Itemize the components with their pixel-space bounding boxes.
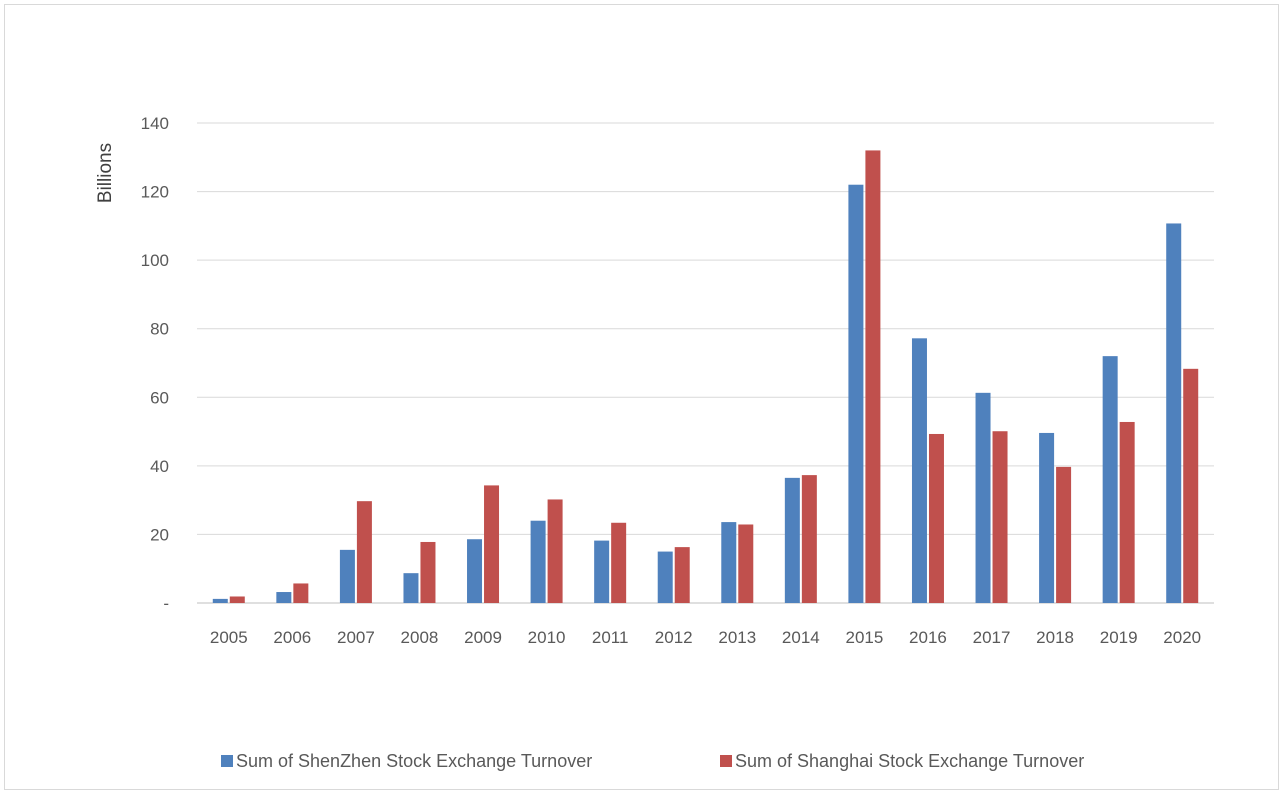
bar-shanghai-2011 [611, 522, 627, 603]
y-tick-label: 140 [141, 114, 169, 133]
bar-shanghai-2010 [547, 499, 563, 603]
bars [212, 150, 1199, 603]
y-tick-label: 20 [150, 525, 169, 544]
bar-shenzhen-2007 [339, 549, 355, 603]
bar-shanghai-2005 [229, 596, 245, 603]
x-tick-label: 2017 [973, 628, 1011, 647]
x-tick-label: 2016 [909, 628, 947, 647]
bar-shenzhen-2017 [975, 392, 991, 603]
x-axis-tick-labels: 2005 2006 2007 2008 2009 2010 2011 2012 2013 2014… [210, 628, 1201, 647]
x-tick-label: 2014 [782, 628, 820, 647]
legend-label: Sum of Shanghai Stock Exchange Turnover [735, 751, 1084, 771]
bar-shenzhen-2006 [276, 592, 292, 603]
bar-shanghai-2006 [293, 583, 309, 603]
x-tick-label: 2020 [1163, 628, 1201, 647]
x-tick-label: 2013 [718, 628, 756, 647]
bar-shenzhen-2016 [911, 338, 927, 603]
bar-shanghai-2015 [865, 150, 881, 603]
legend-label: Sum of ShenZhen Stock Exchange Turnover [236, 751, 592, 771]
x-tick-label: 2011 [592, 628, 629, 647]
x-tick-label: 2006 [273, 628, 311, 647]
x-tick-label: 2009 [464, 628, 502, 647]
y-axis-tick-labels: - 20 40 60 80 100 120 140 [141, 114, 169, 613]
legend: Sum of ShenZhen Stock Exchange Turnover S… [221, 751, 1084, 771]
bar-shenzhen-2018 [1039, 432, 1055, 603]
bar-shenzhen-2012 [657, 551, 673, 603]
x-tick-label: 2007 [337, 628, 375, 647]
bar-shenzhen-2009 [467, 539, 483, 603]
bar-shanghai-2018 [1056, 466, 1072, 603]
bar-shanghai-2019 [1119, 421, 1135, 603]
bar-shenzhen-2011 [594, 540, 610, 603]
x-tick-label: 2018 [1036, 628, 1074, 647]
chart-container: -20 40 60 80 100 120 140 2005 2006 2007 2008 2009 2… [4, 4, 1279, 790]
x-tick-label: 2012 [655, 628, 693, 647]
y-tick-label: - [163, 594, 169, 613]
y-axis-title: Billions [95, 143, 116, 203]
bar-shanghai-2009 [484, 485, 500, 603]
bar-shanghai-2016 [928, 433, 944, 603]
y-tick-label: 40 [150, 457, 169, 476]
bar-shanghai-2020 [1183, 368, 1199, 603]
bar-shanghai-2012 [674, 547, 690, 603]
x-tick-label: 2008 [401, 628, 439, 647]
bar-shanghai-2017 [992, 431, 1008, 603]
bar-shanghai-2008 [420, 541, 436, 603]
x-tick-label: 2010 [528, 628, 566, 647]
bar-shenzhen-2015 [848, 184, 864, 603]
bar-shenzhen-2014 [784, 477, 800, 603]
bar-shenzhen-2020 [1166, 223, 1182, 603]
x-tick-label: 2005 [210, 628, 248, 647]
y-tick-label: 80 [150, 320, 169, 339]
bar-shenzhen-2019 [1102, 356, 1118, 603]
y-tick-label: 100 [141, 251, 169, 270]
y-tick-label: 60 [150, 388, 169, 407]
x-tick-label: 2015 [845, 628, 883, 647]
y-tick-label: 120 [141, 183, 169, 202]
bar-shanghai-2013 [738, 524, 754, 603]
bar-shenzhen-2013 [721, 522, 737, 603]
bar-shanghai-2014 [801, 475, 817, 603]
bar-shenzhen-2008 [403, 573, 419, 603]
bar-shenzhen-2005 [212, 598, 228, 603]
legend-swatch [720, 755, 732, 767]
legend-swatch [221, 755, 233, 767]
bar-shanghai-2007 [356, 501, 372, 603]
x-tick-label: 2019 [1100, 628, 1138, 647]
bar-shenzhen-2010 [530, 520, 546, 603]
